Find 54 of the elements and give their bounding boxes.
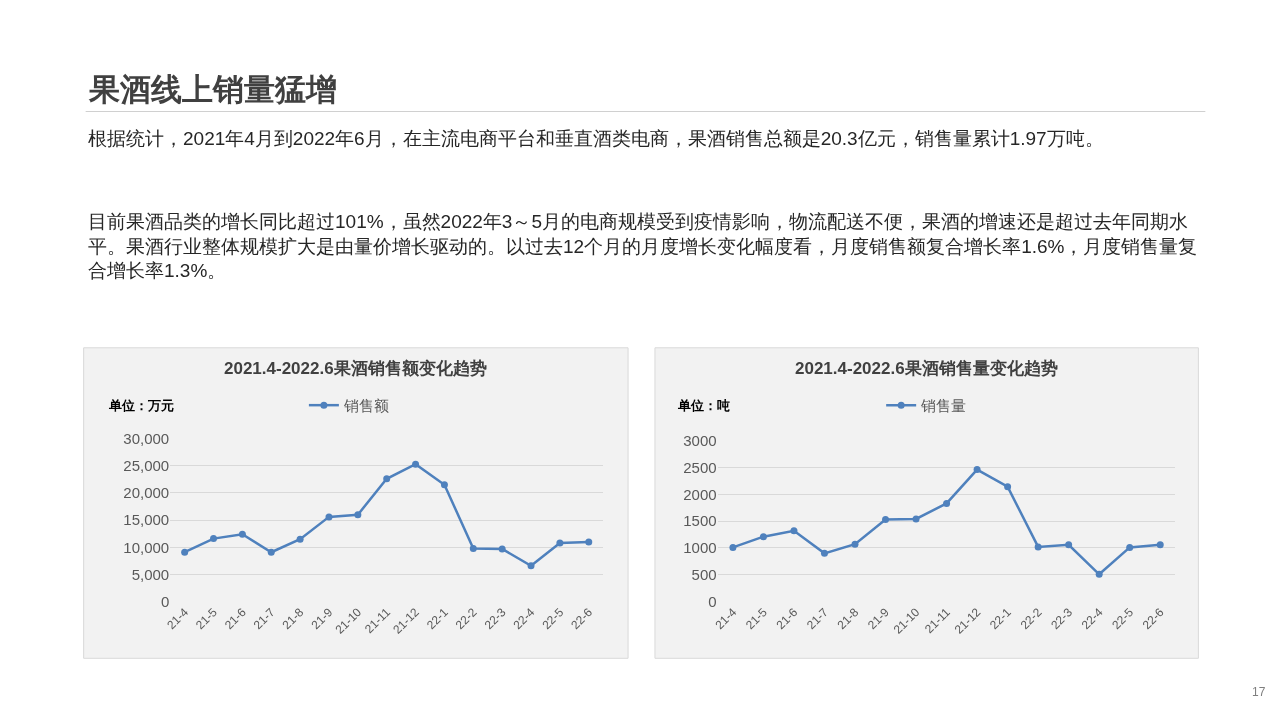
point [1126,543,1134,551]
point [973,466,981,474]
chart-title: 2021.4-2022.6果酒销售量变化趋势 [795,359,1058,378]
point [556,539,564,547]
point [1095,570,1103,578]
point [412,460,420,468]
point [181,548,189,556]
point [238,530,246,538]
point [498,545,506,553]
y-tick-label: 1500 [683,512,717,530]
point [210,535,218,543]
text: 单位：万元 [108,398,174,413]
point [383,475,391,483]
point [1065,541,1073,549]
y-tick-label: 15,000 [123,511,170,529]
y-tick-label: 0 [708,592,717,610]
point [527,562,535,570]
point [882,516,890,523]
point [296,535,304,543]
point [469,544,477,552]
text: 17 [1252,685,1266,699]
point [585,538,593,546]
y-tick-label: 2500 [683,458,717,476]
point [1156,541,1164,549]
point [354,511,362,519]
point [851,540,859,548]
text: 目前果酒品类的增长同比超过101%，虽然2022年3～5月的电商规模受到疫情影响，物流配送不便，果酒的增速还是超过去年同期水平。果酒行业整体规模扩大是由量价增长驱动的。以过去12个月的月度增长变化幅度看，月度销售额复合增长率1.6%，月度销售量复合增长率1.3%。 [88,211,1198,282]
point [267,548,275,556]
legend-label: 销售额 [342,397,389,415]
point [759,533,767,541]
text: 果酒线上销量猛增 [88,72,337,107]
point [912,515,920,523]
legend-label: 销售量 [920,397,967,415]
y-tick-label: 30,000 [123,429,170,447]
chart-title: 2021.4-2022.6果酒销售额变化趋势 [224,359,487,378]
point [729,543,737,551]
y-tick-label: 20,000 [123,484,170,502]
point [1034,543,1042,551]
text: 根据统计，2021年4月到2022年6月，在主流电商平台和垂直酒类电商，果酒销售总额是20.3亿元，销售量累计1.97万吨。 [88,128,1104,149]
y-tick-label: 3000 [683,431,717,449]
point [1004,483,1012,491]
point [325,513,333,521]
text: 单位：吨 [677,398,730,413]
y-tick-label: 2000 [683,485,717,503]
y-tick-label: 5,000 [131,565,170,583]
y-tick-label: 500 [691,566,717,584]
y-tick-label: 1000 [683,539,717,557]
point [790,527,798,535]
point [943,499,951,507]
y-tick-label: 10,000 [123,538,170,556]
point [820,549,828,557]
y-tick-label: 0 [160,592,170,610]
y-tick-label: 25,000 [123,457,170,475]
point [440,481,448,489]
